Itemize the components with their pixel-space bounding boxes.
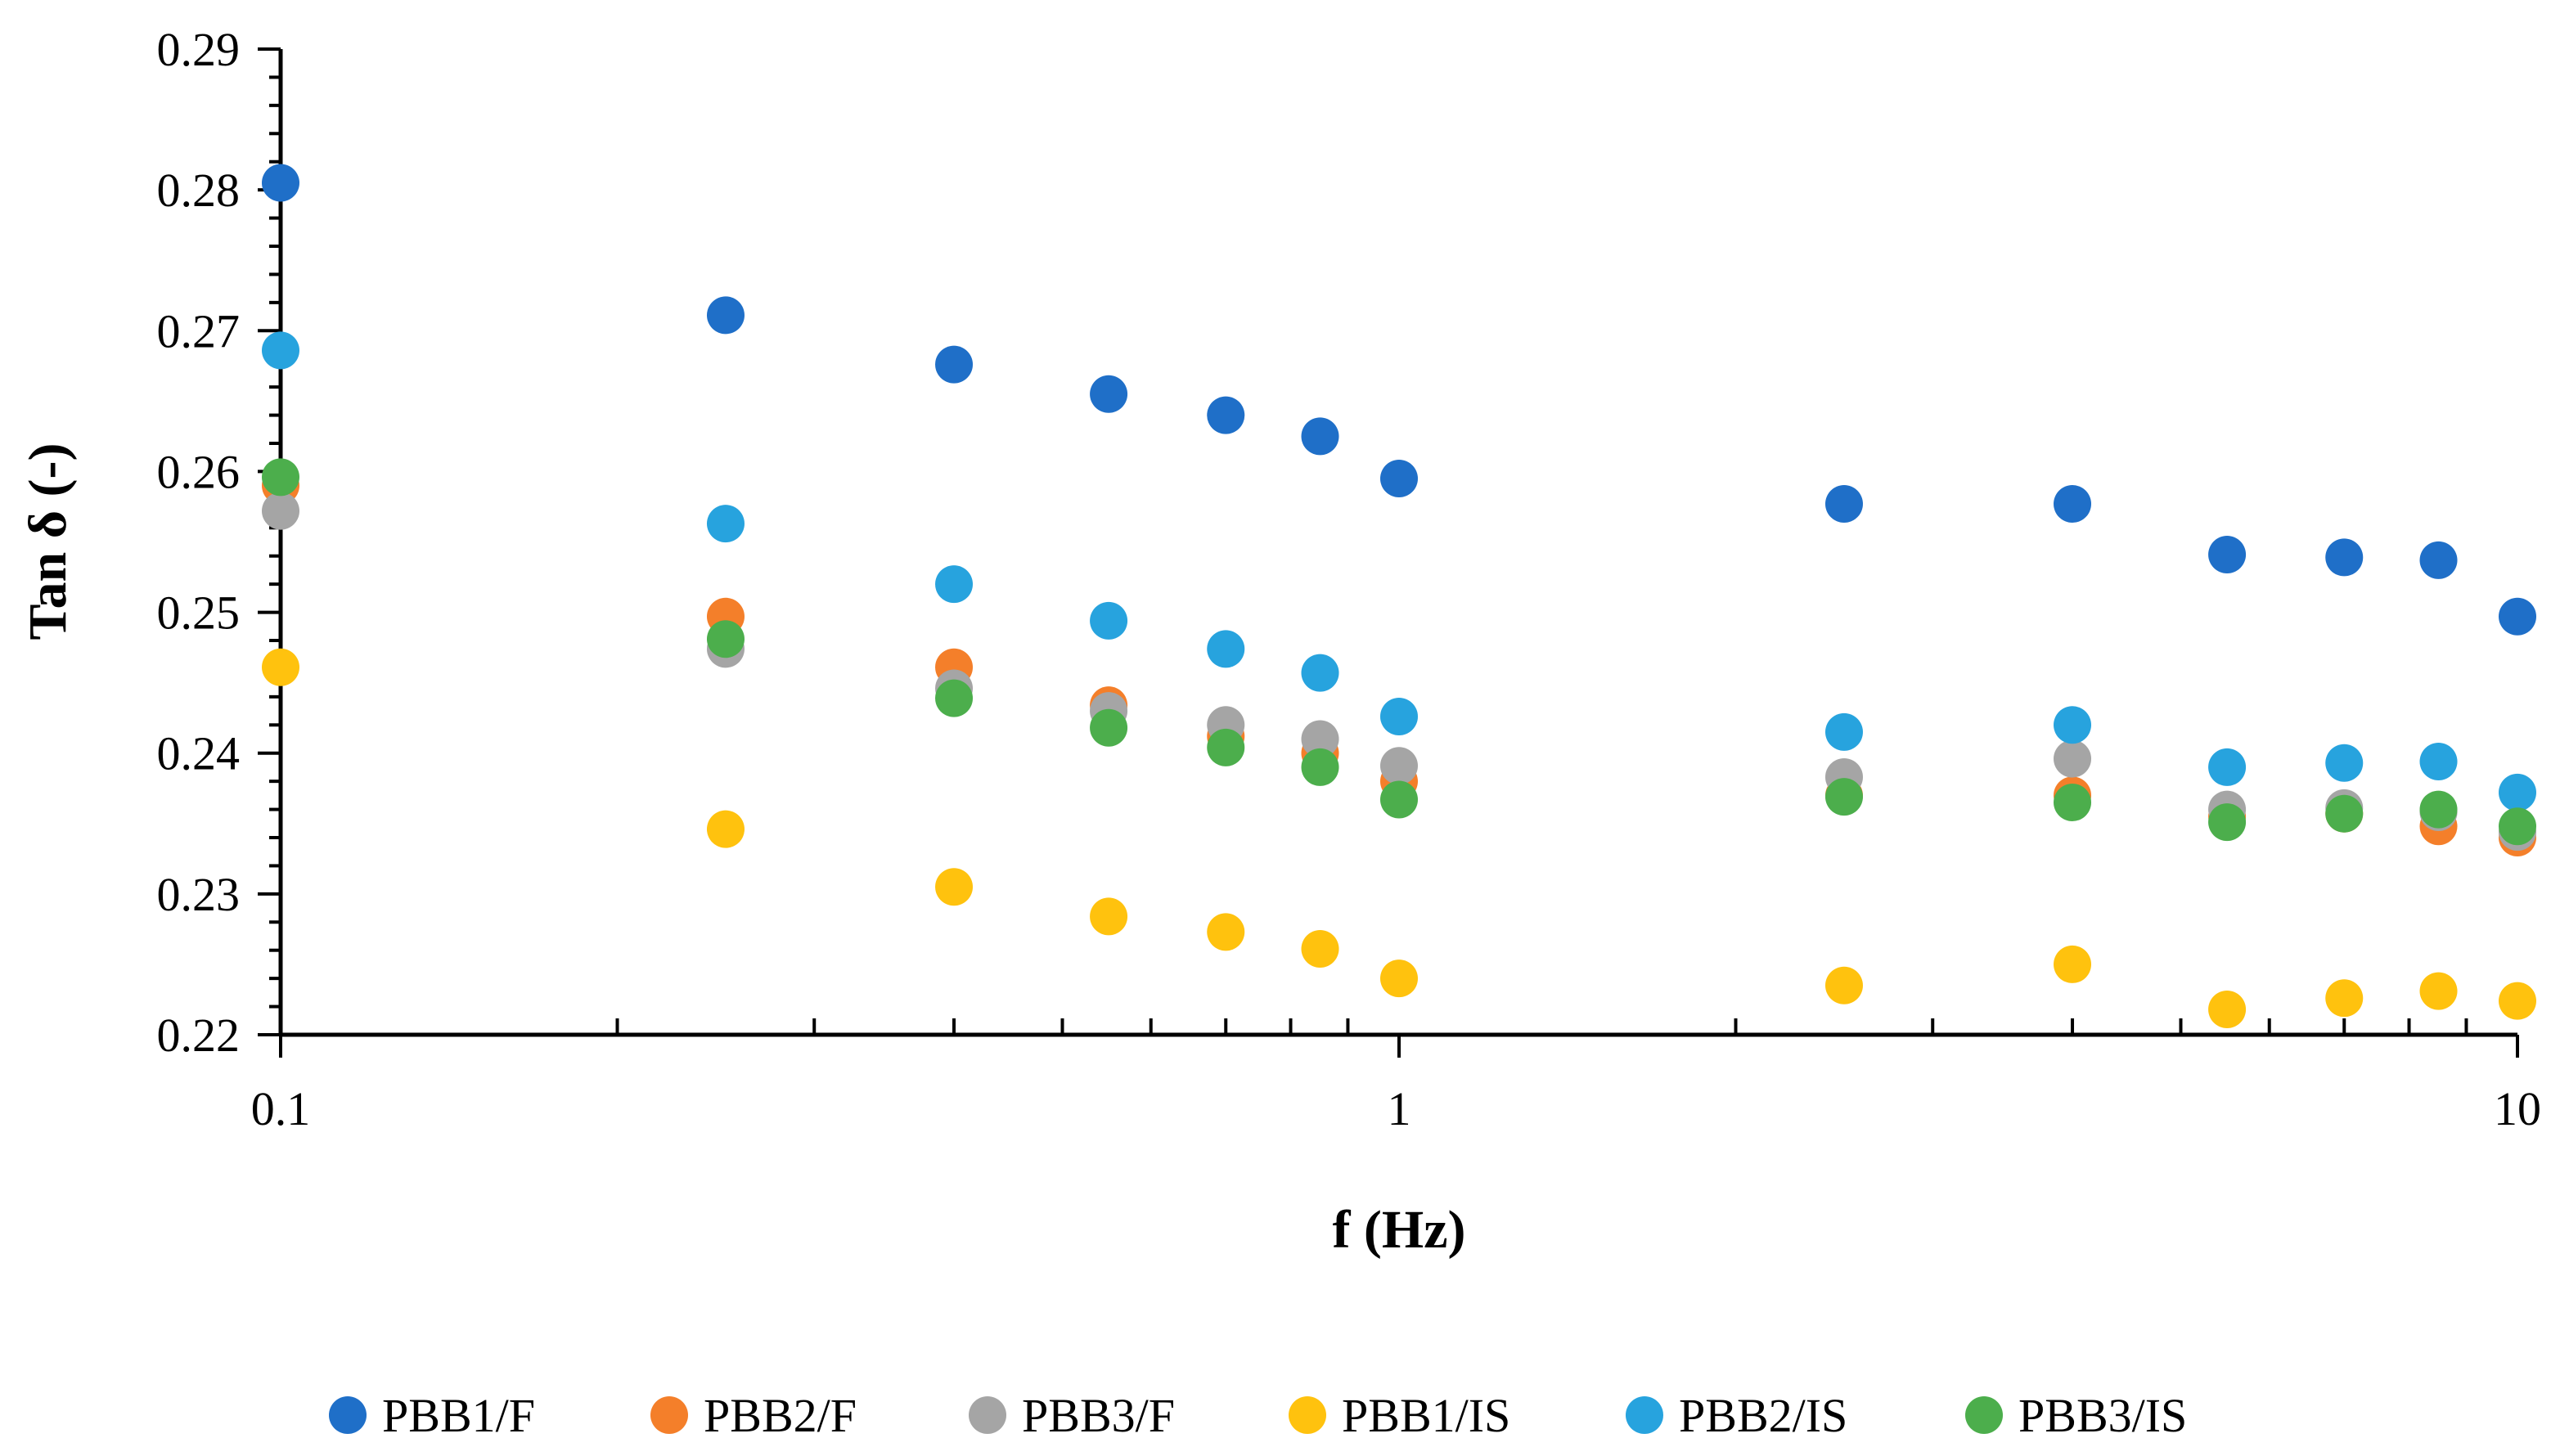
legend-label-pbb2-is: PBB2/IS [1679, 1389, 1847, 1442]
point-pbb3-is [935, 679, 974, 717]
point-pbb1-is [1380, 959, 1418, 998]
point-pbb1-is [2325, 979, 2364, 1018]
y-tick-label: 0.24 [157, 727, 241, 780]
legend: PBB1/F PBB2/F PBB3/F PBB1/IS PBB2/IS PBB3/IS [329, 1389, 2187, 1442]
point-pbb3-is [262, 458, 299, 497]
point-pbb3-is [706, 620, 745, 658]
point-pbb2-is [262, 331, 299, 370]
point-pbb3-is [2419, 790, 2458, 829]
point-pbb1-is [2054, 945, 2092, 983]
point-pbb3-is [1301, 748, 1339, 786]
point-pbb1-is [1090, 897, 1128, 936]
point-pbb1-is [935, 868, 974, 906]
y-tick-label: 0.28 [157, 164, 241, 217]
point-pbb3-is [1824, 778, 1863, 816]
point-pbb1-f [935, 345, 974, 384]
y-tick-label: 0.22 [157, 1009, 241, 1062]
point-pbb1-f [1824, 485, 1863, 524]
legend-marker-pbb1-f [329, 1396, 367, 1434]
legend-label-pbb3-f: PBB3/F [1022, 1389, 1175, 1442]
point-pbb1-f [1207, 396, 1245, 434]
point-pbb3-f [1301, 720, 1339, 758]
point-pbb1-f [2325, 538, 2364, 577]
y-tick-label: 0.23 [157, 868, 241, 921]
legend-marker-pbb3-is [1965, 1396, 2003, 1434]
x-tick-label: 10 [2494, 1082, 2541, 1135]
point-pbb3-is [2054, 783, 2092, 821]
y-tick-label: 0.25 [157, 586, 241, 640]
legend-marker-pbb2-is [1626, 1396, 1663, 1434]
legend-marker-pbb3-f [969, 1396, 1006, 1434]
y-axis-title: Tan δ (-) [18, 443, 78, 640]
legend-label-pbb3-is: PBB3/IS [2018, 1389, 2187, 1442]
point-pbb2-is [2208, 748, 2247, 786]
point-pbb2-is [2419, 743, 2458, 781]
point-pbb2-is [1301, 654, 1339, 692]
point-pbb1-is [2419, 972, 2458, 1010]
point-pbb1-f [1301, 417, 1339, 456]
point-pbb1-is [1824, 966, 1863, 1004]
legend-label-pbb1-f: PBB1/F [382, 1389, 535, 1442]
point-pbb1-f [1380, 460, 1418, 498]
y-tick-label: 0.29 [157, 23, 241, 76]
point-pbb1-f [262, 164, 299, 202]
point-pbb3-is [1380, 780, 1418, 819]
point-pbb2-is [2054, 706, 2092, 744]
point-pbb2-is [935, 565, 974, 604]
legend-label-pbb1-is: PBB1/IS [1342, 1389, 1510, 1442]
y-tick-label: 0.27 [157, 304, 241, 357]
legend-marker-pbb1-is [1289, 1396, 1326, 1434]
x-tick-label: 1 [1388, 1082, 1411, 1135]
point-pbb2-is [1380, 697, 1418, 735]
point-pbb2-is [1090, 601, 1128, 640]
point-pbb3-is [2208, 803, 2247, 842]
point-pbb2-is [1207, 630, 1245, 668]
point-pbb1-f [2208, 535, 2247, 573]
point-pbb2-is [706, 505, 745, 543]
point-pbb3-is [2325, 794, 2364, 833]
y-tick-label: 0.26 [157, 445, 241, 498]
point-pbb1-is [1207, 913, 1245, 951]
point-pbb1-f [2499, 597, 2536, 636]
point-pbb2-is [1824, 712, 1863, 751]
point-pbb3-is [1207, 728, 1245, 766]
x-tick-label: 0.1 [251, 1082, 311, 1135]
point-pbb1-is [262, 648, 299, 686]
x-axis-title: f (Hz) [1332, 1200, 1465, 1260]
legend-label-pbb2-f: PBB2/F [704, 1389, 857, 1442]
point-pbb2-is [2499, 773, 2536, 811]
legend-marker-pbb2-f [650, 1396, 688, 1434]
point-pbb3-f [262, 492, 299, 530]
point-pbb3-is [1090, 708, 1128, 747]
point-pbb1-is [2208, 991, 2247, 1029]
point-pbb1-is [2499, 982, 2536, 1020]
data-points [262, 164, 2536, 1029]
y-axis-ticks: 0.22 0.23 0.24 0.25 0.26 0.27 0.28 0.29 [157, 23, 281, 1062]
point-pbb2-is [2325, 744, 2364, 782]
point-pbb1-f [2054, 485, 2092, 524]
point-pbb3-is [2499, 807, 2536, 846]
point-pbb1-f [706, 296, 745, 335]
point-pbb1-is [1301, 929, 1339, 968]
point-pbb3-f [2054, 739, 2092, 778]
point-pbb3-f [1380, 747, 1418, 785]
point-pbb1-is [706, 810, 745, 848]
point-pbb1-f [2419, 541, 2458, 579]
x-axis-ticks: 0.1 1 10 [251, 1018, 2541, 1135]
point-pbb1-f [1090, 375, 1128, 413]
